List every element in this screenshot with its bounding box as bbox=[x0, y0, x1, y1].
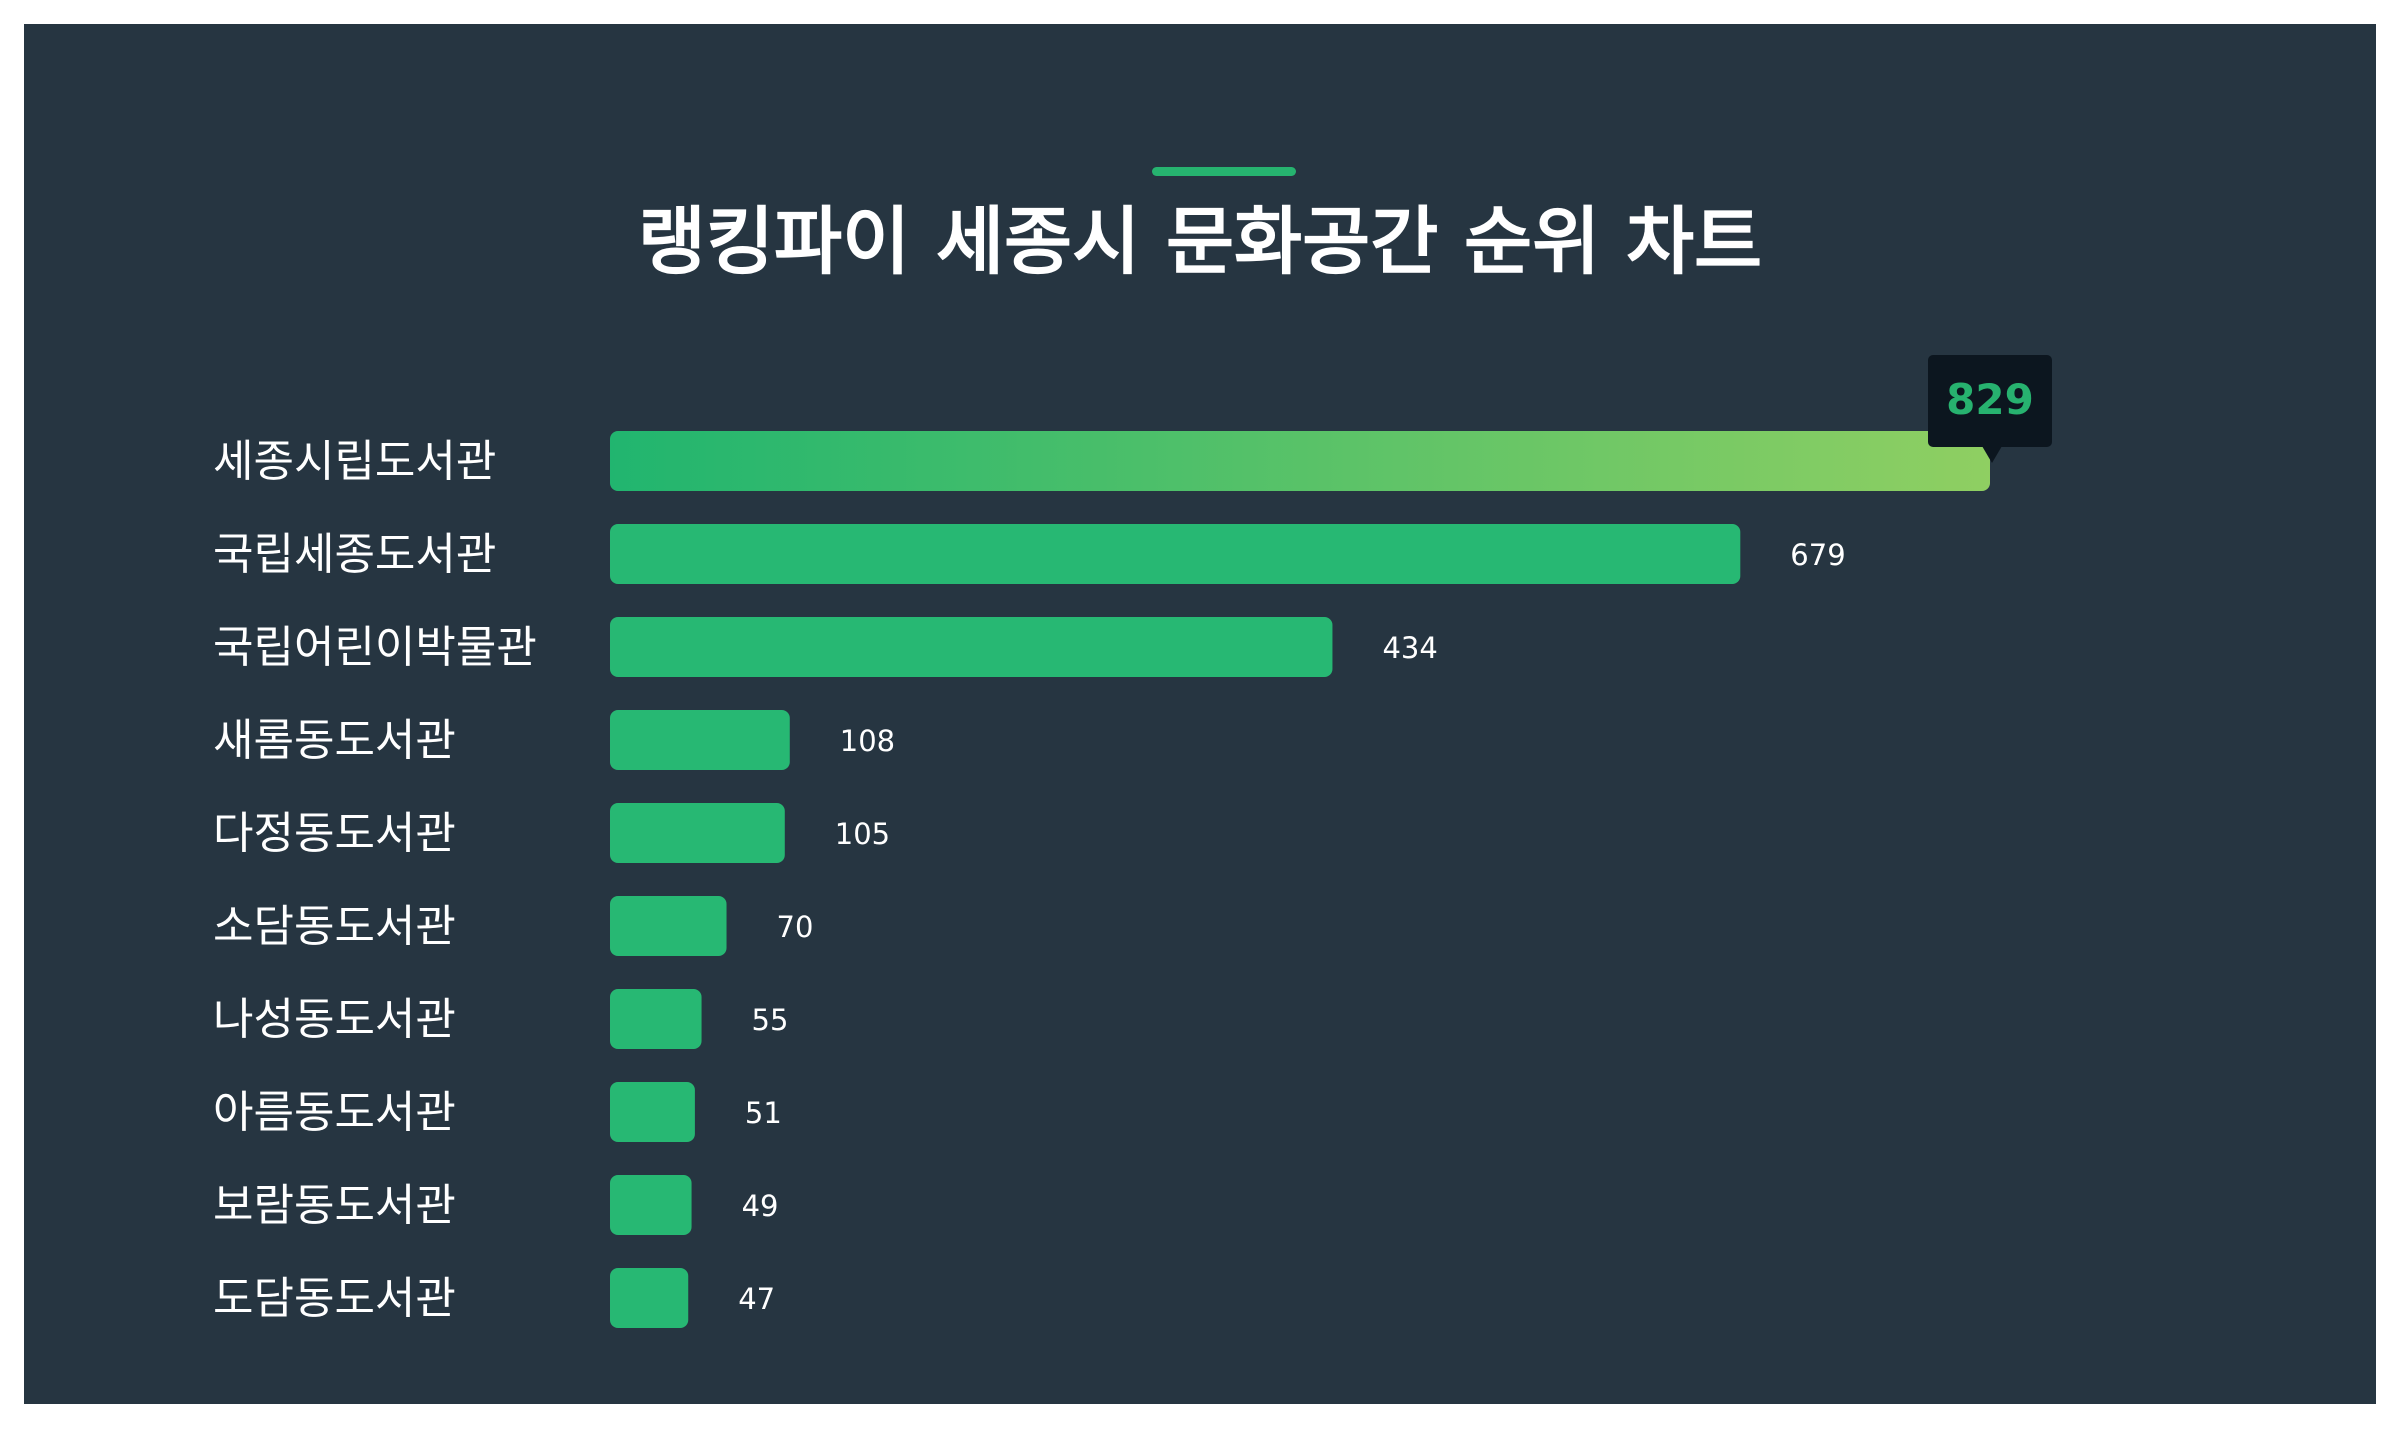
category-label: 다정동도서관 bbox=[213, 808, 456, 859]
category-label: 보람동도서관 bbox=[213, 1180, 456, 1231]
value-label: 105 bbox=[835, 817, 890, 851]
chart-panel bbox=[24, 24, 2376, 1404]
tooltip-box bbox=[1928, 355, 2052, 447]
value-label: 434 bbox=[1382, 631, 1437, 665]
bars-layer: 세종시립도서관 829 국립세종도서관 679 국립어린이박물관 434 새롬동도서관 108… bbox=[213, 355, 2052, 1328]
tooltip-pointer bbox=[1982, 446, 2002, 463]
title-accent-line bbox=[1152, 167, 1296, 176]
bar bbox=[610, 710, 790, 770]
category-label: 새롬동도서관 bbox=[213, 715, 456, 766]
bar bbox=[610, 1175, 692, 1235]
tooltip-value: 829 bbox=[1946, 375, 2034, 424]
chart-title: 랭킹파이 세종시 문화공간 순위 차트 bbox=[637, 199, 1763, 285]
value-label: 55 bbox=[752, 1003, 789, 1037]
bar bbox=[610, 617, 1333, 677]
value-label: 679 bbox=[1790, 538, 1845, 572]
bar bbox=[610, 896, 727, 956]
category-label: 국립세종도서관 bbox=[213, 529, 496, 580]
category-label: 도담동도서관 bbox=[213, 1273, 456, 1324]
value-label: 47 bbox=[738, 1282, 775, 1316]
category-label: 나성동도서관 bbox=[213, 994, 456, 1045]
bar bbox=[610, 803, 785, 863]
category-label: 소담동도서관 bbox=[213, 901, 456, 952]
bar bbox=[610, 989, 702, 1049]
value-label: 49 bbox=[742, 1189, 779, 1223]
bar bbox=[610, 431, 1990, 491]
bar bbox=[610, 524, 1741, 584]
bar bbox=[610, 1082, 695, 1142]
value-label: 108 bbox=[840, 724, 895, 758]
value-label: 70 bbox=[777, 910, 814, 944]
category-label: 아름동도서관 bbox=[213, 1087, 456, 1138]
category-label: 국립어린이박물관 bbox=[213, 622, 537, 673]
bar bbox=[610, 1268, 689, 1328]
category-label: 세종시립도서관 bbox=[213, 436, 496, 487]
value-tooltip: 829 bbox=[1928, 355, 2052, 463]
value-label: 51 bbox=[745, 1096, 782, 1130]
